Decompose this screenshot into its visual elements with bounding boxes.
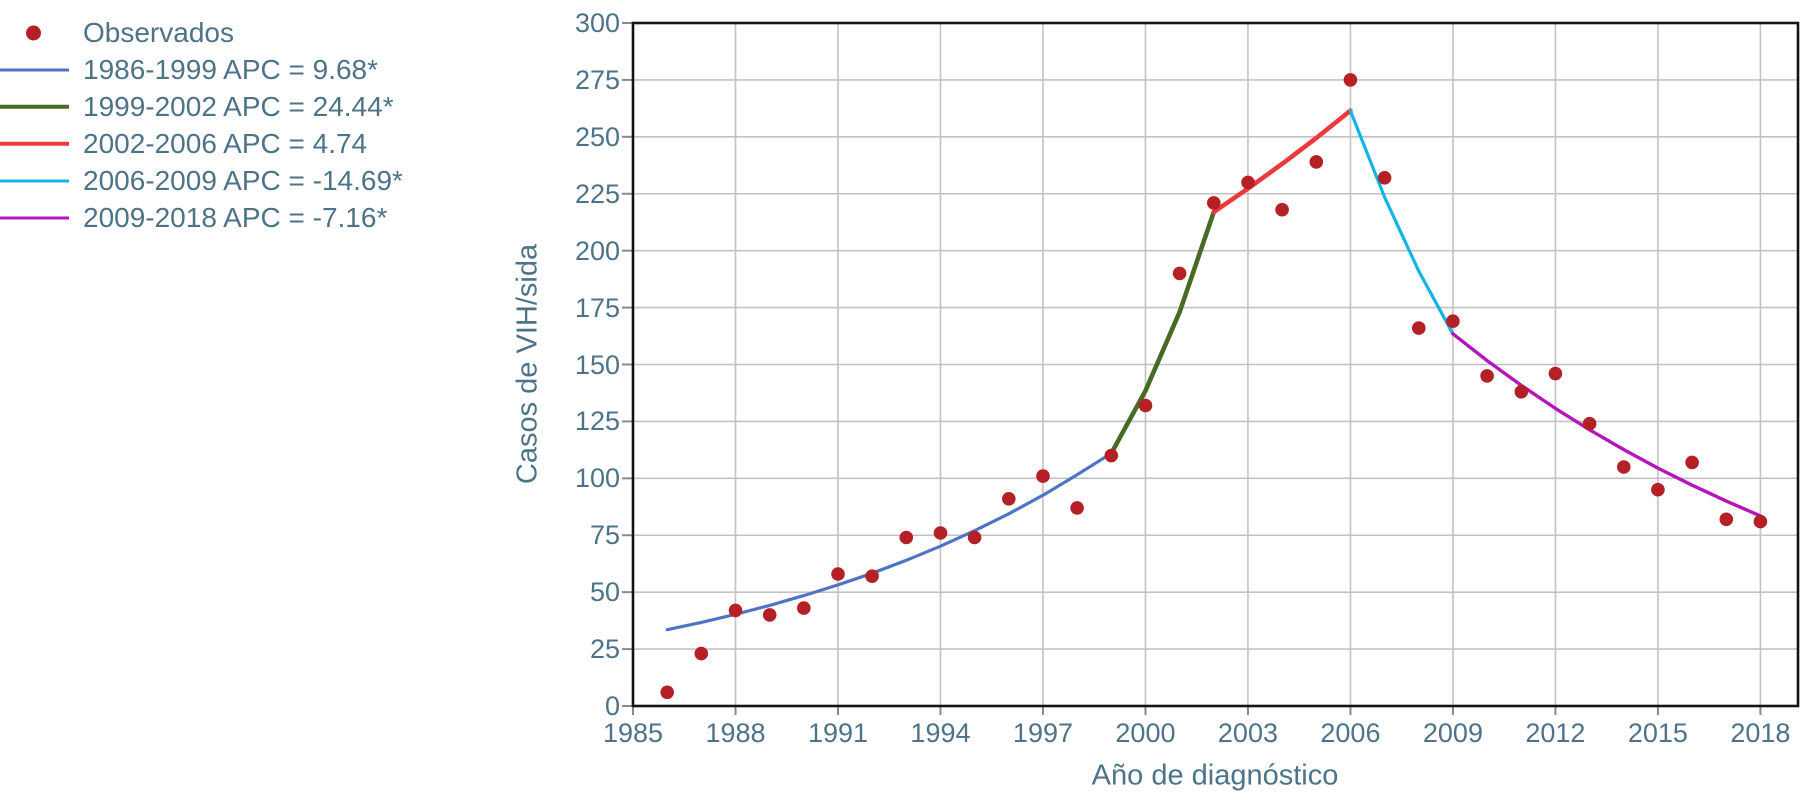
y-tick-label: 225 — [574, 178, 620, 209]
data-point — [1753, 514, 1768, 529]
data-point — [1172, 266, 1187, 281]
legend-item-segment-1986-1999: 1986-1999 APC = 9.68* — [0, 51, 403, 88]
y-tick-label: 125 — [574, 406, 620, 437]
data-point — [831, 567, 845, 581]
y-tick-label: 0 — [604, 691, 620, 721]
data-point — [1685, 455, 1699, 470]
data-point — [797, 601, 811, 615]
legend-item-segment-2002-2006: 2002-2006 APC = 4.74 — [0, 125, 403, 162]
data-point — [1582, 416, 1597, 431]
x-axis-title: Año de diagnóstico — [1091, 759, 1339, 792]
x-tick-label: 1994 — [910, 718, 971, 748]
x-tick-label: 2003 — [1217, 718, 1278, 748]
data-point — [1275, 202, 1289, 217]
data-point — [1343, 73, 1358, 87]
data-point — [1309, 155, 1324, 169]
trend-segment — [1108, 209, 1217, 456]
data-point — [1104, 448, 1119, 463]
y-tick-label: 100 — [574, 463, 620, 494]
x-tick-label: 1985 — [602, 718, 664, 748]
data-point — [967, 530, 982, 545]
data-point — [1548, 366, 1563, 381]
x-tick-label: 1991 — [807, 718, 869, 748]
y-tick-label: 200 — [574, 235, 620, 266]
trend-segment — [1348, 109, 1455, 336]
x-tick-label: 1988 — [705, 718, 766, 748]
x-tick-label: 2000 — [1115, 718, 1176, 748]
data-point — [1138, 398, 1153, 413]
legend-item-observed: Observados — [0, 14, 403, 51]
data-point — [1241, 175, 1255, 190]
legend-item-label: 2009-2018 APC = -7.16* — [83, 201, 388, 233]
legend-item-label: 2006-2009 APC = -14.69* — [83, 164, 403, 196]
segment-line-marker — [0, 51, 83, 88]
segment-line-marker — [0, 199, 83, 236]
legend-item-label: 1999-2002 APC = 24.44* — [83, 90, 394, 122]
x-tick-label: 1997 — [1012, 718, 1073, 748]
data-point — [694, 646, 709, 661]
y-tick-label: 50 — [589, 577, 620, 608]
legend-item-label: 2002-2006 APC = 4.74 — [83, 127, 368, 159]
x-tick-label: 2006 — [1320, 718, 1381, 748]
chart-plot-area — [622, 21, 1800, 715]
segment-line-marker — [0, 125, 83, 162]
data-point — [1446, 314, 1460, 329]
trend-segment — [1451, 332, 1763, 518]
x-tick-label: 2012 — [1525, 718, 1586, 748]
segment-line-marker — [0, 88, 83, 125]
data-point — [1514, 385, 1529, 399]
data-point — [1207, 196, 1221, 210]
x-tick-label: 2018 — [1730, 718, 1791, 748]
trend-segment — [1211, 108, 1353, 215]
data-point — [1719, 512, 1734, 527]
data-point — [1412, 321, 1426, 335]
y-tick-label: 300 — [574, 8, 620, 38]
y-tick-label: 275 — [574, 64, 620, 95]
y-tick-label: 175 — [574, 292, 620, 323]
data-point — [762, 608, 777, 622]
data-point — [728, 603, 743, 618]
data-point — [1617, 460, 1631, 474]
data-point — [1070, 501, 1084, 515]
x-tick-label: 2009 — [1422, 718, 1483, 748]
legend-item-label: 1986-1999 APC = 9.68* — [83, 53, 379, 85]
legend-item-segment-1999-2002: 1999-2002 APC = 24.44* — [0, 88, 403, 125]
data-point — [660, 685, 674, 700]
data-point — [1036, 469, 1050, 483]
y-tick-label: 25 — [589, 634, 620, 665]
data-point — [899, 530, 914, 545]
plot-border — [631, 21, 1800, 708]
legend: Observados 1986-1999 APC = 9.68* 1999-20… — [0, 14, 403, 236]
data-point — [865, 569, 879, 583]
x-tick-label: 2015 — [1627, 718, 1688, 748]
segment-line-marker — [0, 162, 83, 199]
data-point — [1651, 482, 1665, 497]
data-point — [1377, 171, 1392, 185]
legend-item-segment-2006-2009: 2006-2009 APC = -14.69* — [0, 162, 403, 199]
legend-item-segment-2009-2018: 2009-2018 APC = -7.16* — [0, 199, 403, 236]
observed-dot-marker — [0, 14, 83, 51]
y-tick-label: 150 — [574, 349, 620, 380]
y-tick-label: 250 — [574, 121, 620, 152]
data-point — [933, 526, 948, 540]
y-tick-label: 75 — [589, 520, 620, 551]
data-point — [1480, 369, 1494, 383]
legend-item-label: Observados — [83, 16, 234, 48]
data-point — [1002, 492, 1016, 506]
